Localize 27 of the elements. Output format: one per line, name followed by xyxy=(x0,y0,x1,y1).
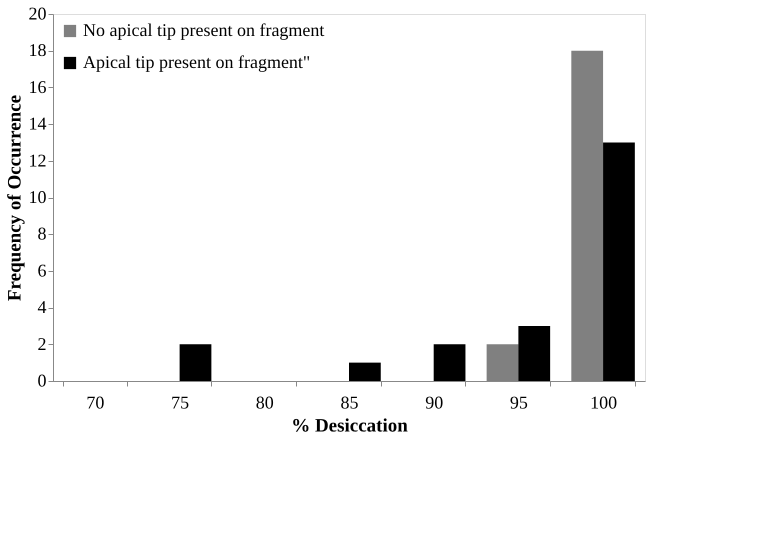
bar xyxy=(180,344,212,381)
y-tick-label: 14 xyxy=(28,114,46,134)
y-tick-label: 12 xyxy=(28,150,46,170)
x-tick-label: 95 xyxy=(510,392,528,412)
x-tick-label: 75 xyxy=(171,392,190,412)
y-tick-label: 18 xyxy=(28,40,46,60)
y-tick-label: 2 xyxy=(38,334,46,354)
bar xyxy=(434,344,466,381)
bar xyxy=(518,326,550,381)
x-tick-label: 70 xyxy=(86,392,104,412)
y-tick-label: 16 xyxy=(28,76,46,97)
x-axis-title: % Desiccation xyxy=(291,416,408,436)
y-tick-label: 6 xyxy=(38,260,46,280)
x-tick-label: 85 xyxy=(340,392,358,412)
y-axis-title: Frequency of Occurrence xyxy=(4,94,26,302)
legend-label: No apical tip present on fragment xyxy=(83,20,324,40)
legend-label: Apical tip present on fragment" xyxy=(83,52,310,72)
y-tick-label: 4 xyxy=(38,297,46,318)
x-tick-label: 80 xyxy=(256,392,274,412)
y-tick-label: 0 xyxy=(38,370,46,390)
x-tick-label: 100 xyxy=(590,392,618,412)
bar xyxy=(349,362,381,381)
y-tick-label: 10 xyxy=(28,187,46,207)
bar xyxy=(603,142,635,381)
y-tick-label: 20 xyxy=(28,4,46,24)
x-tick-label: 90 xyxy=(425,392,444,412)
y-tick-label: 8 xyxy=(38,224,46,244)
